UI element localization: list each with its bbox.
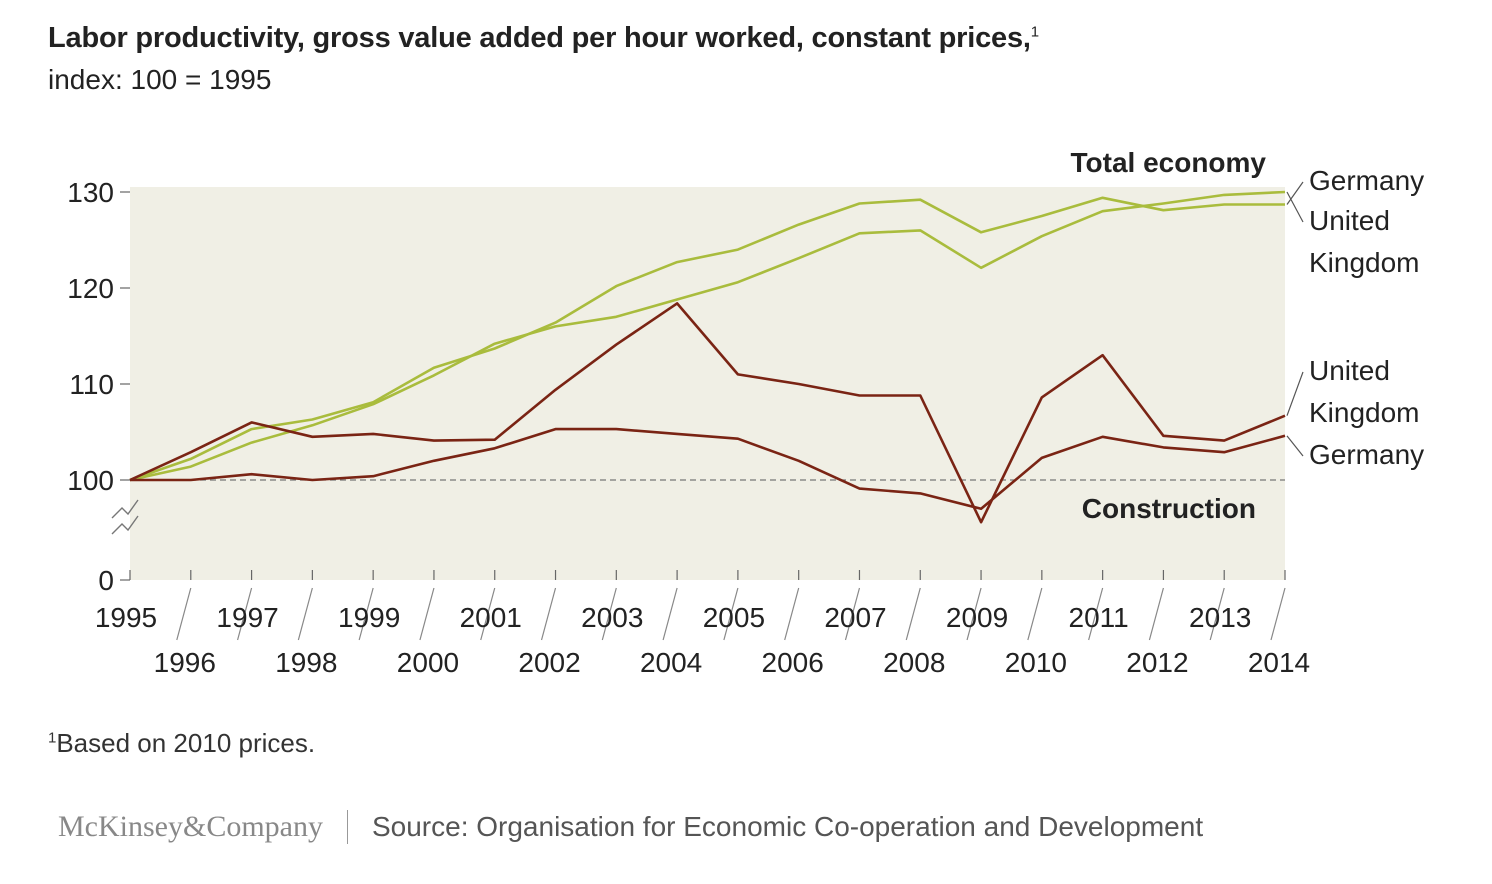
y-tick-label: 110 <box>69 369 114 400</box>
series-end-label: United <box>1309 355 1390 386</box>
chart-subtitle: index: 100 = 1995 <box>48 64 272 95</box>
label-leader-line <box>1286 371 1304 416</box>
total-economy-label: Total economy <box>1070 147 1266 178</box>
x-tick-label: 2004 <box>640 647 702 678</box>
x-tick-label: 1998 <box>275 647 337 678</box>
series-line-construction-united-kingdom <box>129 302 1286 524</box>
brand-logo: McKinsey&Company <box>58 810 323 843</box>
x-tick-slash <box>236 587 253 641</box>
y-tick-label: 120 <box>67 273 114 304</box>
x-tick-slash <box>844 587 861 641</box>
x-tick-label: 1996 <box>154 647 216 678</box>
label-leader-line <box>1286 181 1304 205</box>
x-tick-label: 2007 <box>824 602 886 633</box>
x-tick-label: 1999 <box>338 602 400 633</box>
series-layer <box>129 190 1286 524</box>
y-tick-label: 100 <box>67 465 114 496</box>
series-end-label: Germany <box>1309 165 1424 196</box>
series-end-label: United <box>1309 205 1390 236</box>
x-tick-label: 2008 <box>883 647 945 678</box>
construction-label: Construction <box>1082 493 1256 524</box>
x-tick-slash <box>1209 587 1225 641</box>
x-tick-label: 2003 <box>581 602 643 633</box>
footer: McKinsey&Company Source: Organisation fo… <box>58 810 1203 844</box>
x-tick-label: 2002 <box>518 647 580 678</box>
x-tick-slash <box>784 587 800 641</box>
x-tick-slash <box>358 587 374 641</box>
label-leader-line <box>1286 191 1304 223</box>
x-tick-slash <box>905 587 921 641</box>
label-layer: Total economy Construction Germany United… <box>1070 147 1424 524</box>
x-tick-slash <box>662 587 678 641</box>
x-tick-label: 2010 <box>1005 647 1067 678</box>
title-footnote-marker: 1 <box>1030 23 1039 41</box>
series-end-label: Germany <box>1309 439 1424 470</box>
x-tick-label: 2001 <box>460 602 522 633</box>
series-end-label: Kingdom <box>1309 247 1420 278</box>
x-tick-label: 2011 <box>1069 602 1129 633</box>
series-line-total_economy-united-kingdom <box>129 190 1286 482</box>
series-line-construction-germany <box>130 427 1286 511</box>
x-tick-slash <box>540 587 557 641</box>
x-tick-label: 2005 <box>703 602 765 633</box>
x-tick-slash <box>1148 587 1165 641</box>
y-tick-label: 0 <box>98 565 114 596</box>
x-tick-slash <box>1088 587 1104 641</box>
x-tick-label: 2013 <box>1189 602 1251 633</box>
x-tick-slash <box>176 587 192 641</box>
y-axis: 0 100 110 120 130 <box>67 177 139 596</box>
x-tick-label: 1997 <box>216 602 278 633</box>
x-tick-slash <box>419 587 435 641</box>
footnote-marker: 1 <box>48 729 57 747</box>
series-end-label: Kingdom <box>1309 397 1420 428</box>
x-tick-slash <box>601 587 617 641</box>
plot-background <box>130 187 1285 580</box>
x-tick-slash <box>297 587 313 641</box>
source-note: Source: Organisation for Economic Co-ope… <box>371 811 1204 842</box>
x-tick-label: 2012 <box>1126 647 1188 678</box>
footer-divider <box>346 810 348 844</box>
axis-break-icon <box>111 499 139 535</box>
x-tick-slash <box>1270 587 1286 641</box>
x-tick-label: 2009 <box>946 602 1008 633</box>
y-tick-label: 130 <box>67 177 114 208</box>
series-line-total_economy-germany <box>129 196 1285 482</box>
footnote: 1Based on 2010 prices. <box>48 728 316 758</box>
x-tick-slash <box>480 587 496 641</box>
x-tick-slash <box>1027 587 1043 641</box>
x-tick-label: 2000 <box>397 647 459 678</box>
x-tick-label: 2006 <box>762 647 824 678</box>
x-tick-label: 2014 <box>1248 647 1310 678</box>
label-leader-line <box>1286 435 1304 457</box>
x-tick-label: 1995 <box>95 602 157 633</box>
chart-title: Labor productivity, gross value added pe… <box>48 22 1039 54</box>
x-tick-slash <box>723 587 739 641</box>
x-tick-slash <box>966 587 982 641</box>
